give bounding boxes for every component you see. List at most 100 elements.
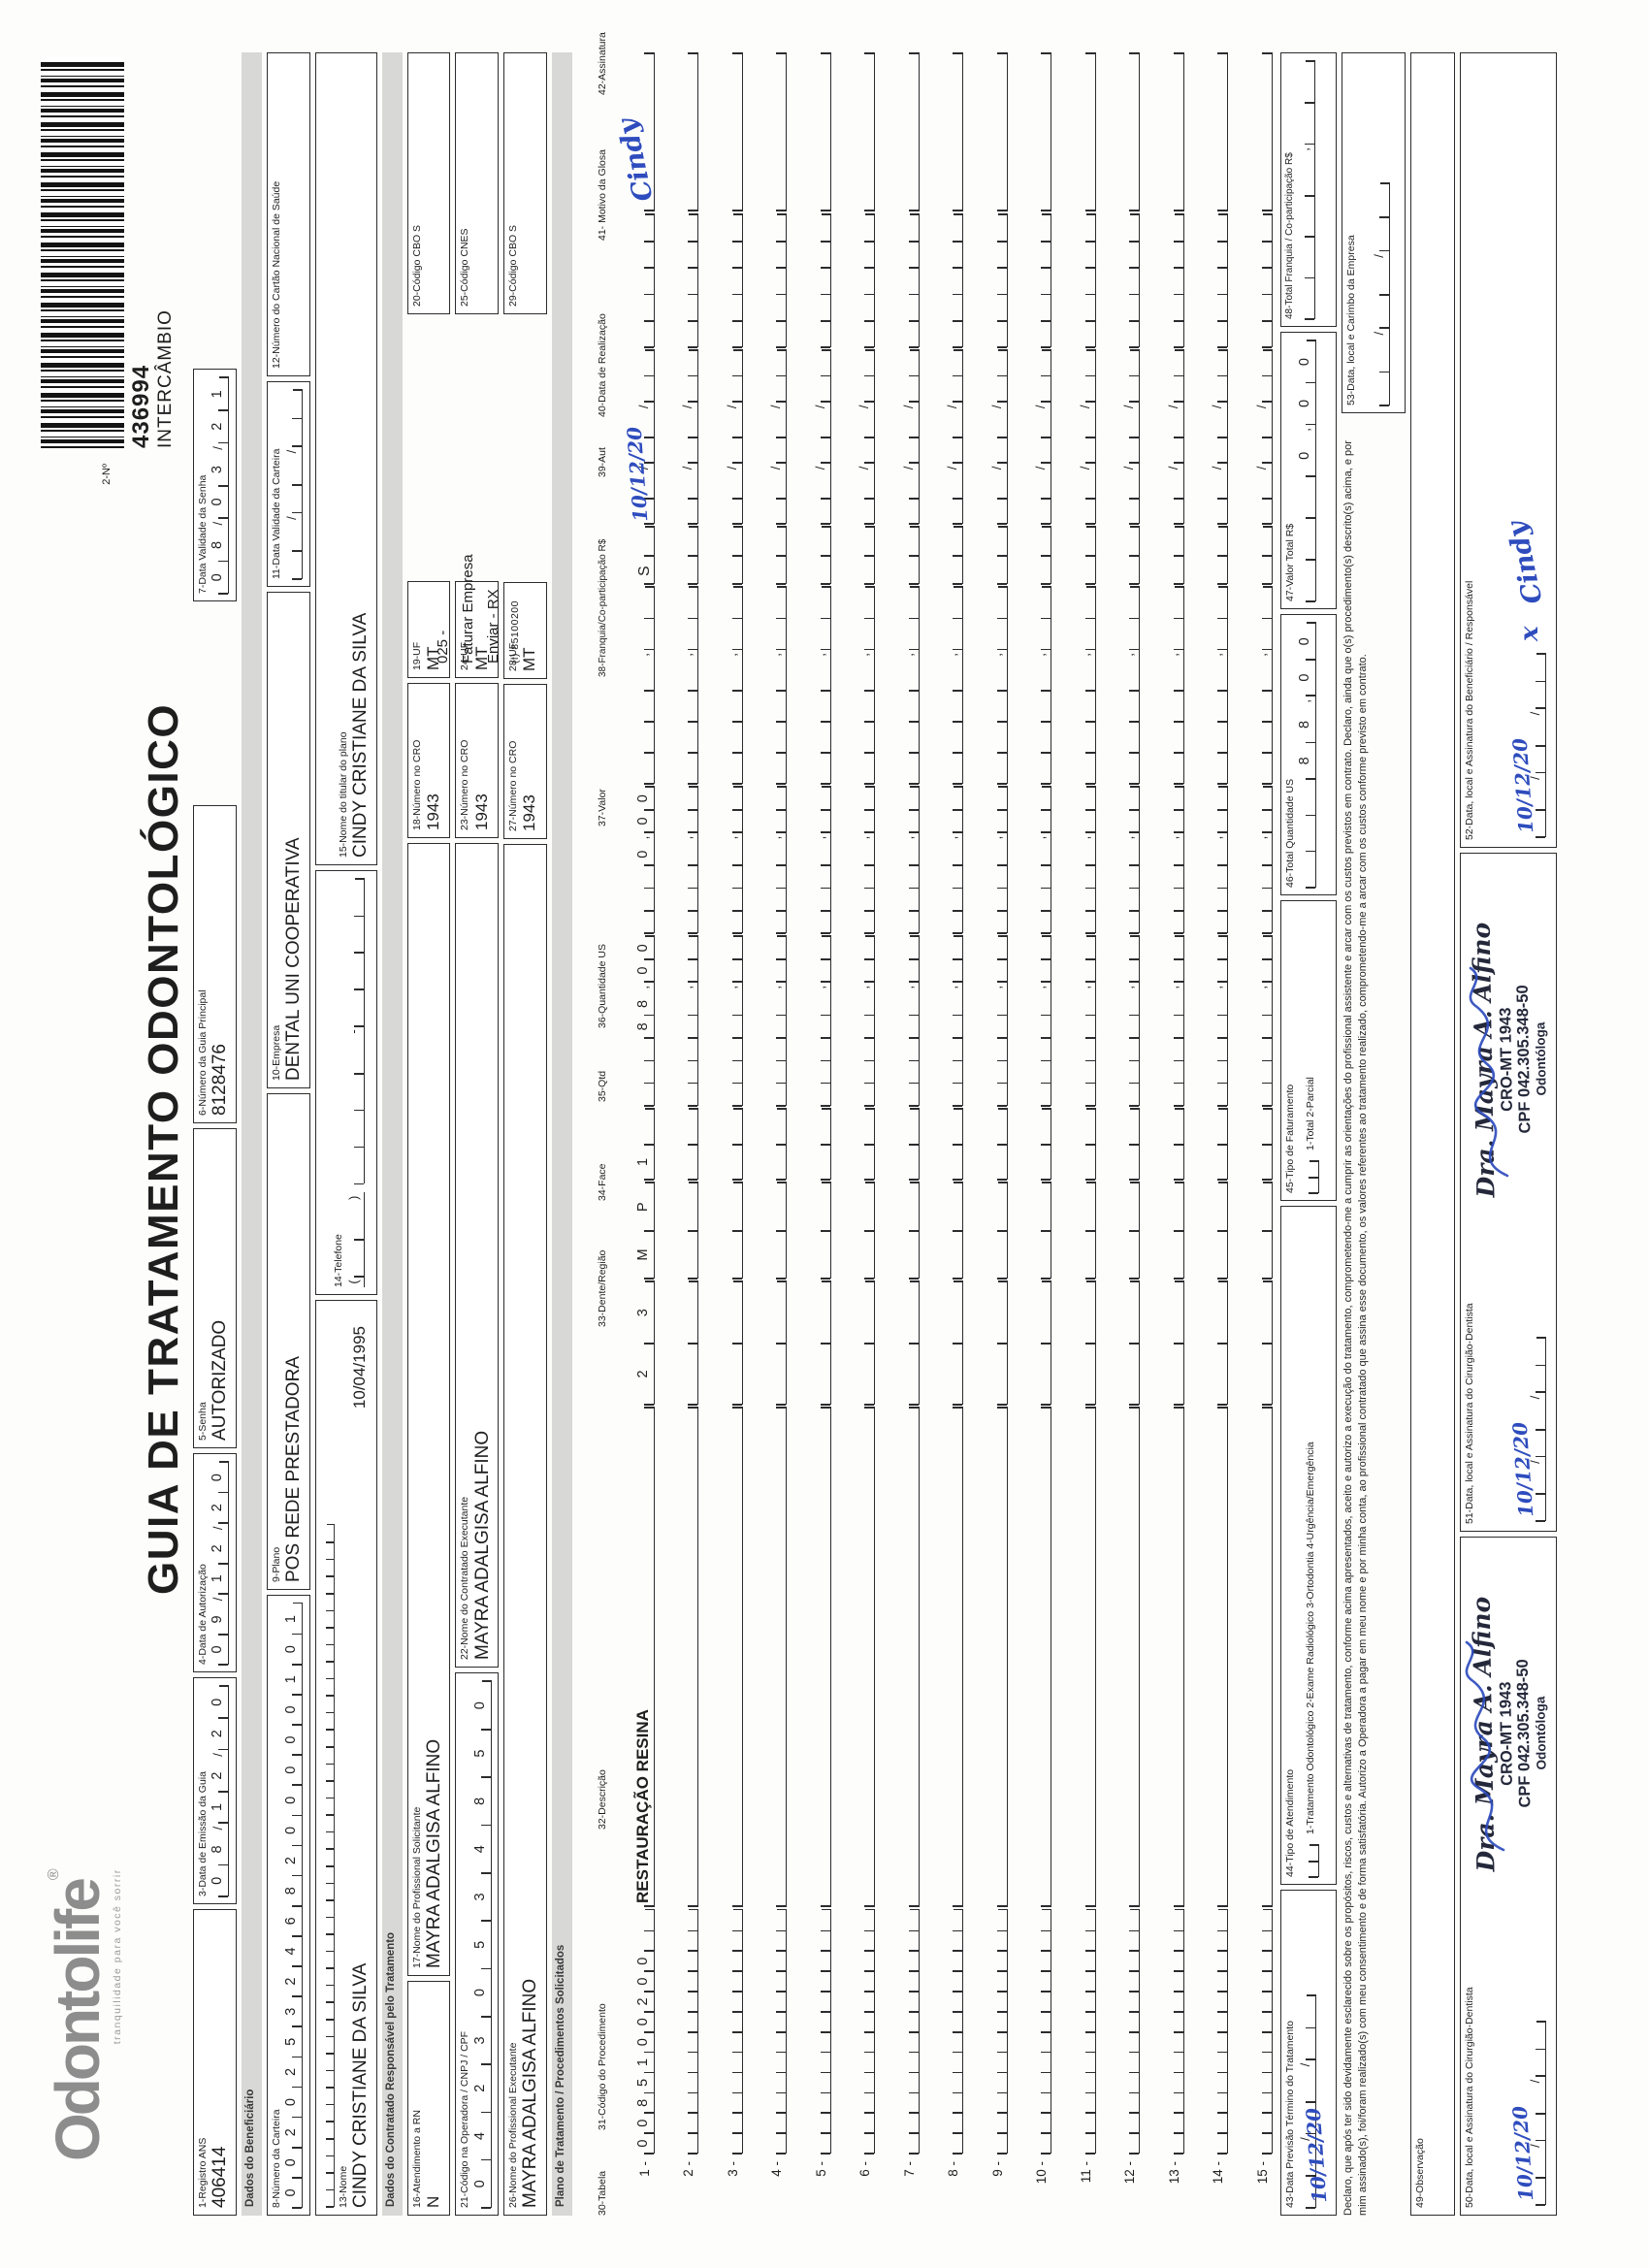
tooth-region-comb: [766, 1280, 788, 1405]
guide-type: INTERCÂMBIO: [155, 309, 176, 448]
annotation-enviar-rx: Enviar - RX: [485, 589, 502, 664]
field-value: MAYRA ADALGISA ALFINO: [520, 1978, 541, 2208]
field-label: 46-Total Quantidade US: [1283, 778, 1296, 888]
realization-date-comb: / /: [1251, 349, 1273, 524]
qty-comb: [943, 1108, 964, 1180]
field-cro-27: 27-Número no CRO 1943: [503, 684, 548, 839]
signature-line: [810, 52, 831, 211]
value-comb: ,: [678, 786, 699, 933]
glosa-comb: [1075, 213, 1096, 347]
face-comb: [943, 1182, 964, 1279]
header-fields-row: 1-Registro ANS 406414 3-Data de Emissão …: [193, 52, 237, 2216]
field-profissional-executante: 26-Nome do Profissional Executante MAYRA…: [503, 844, 548, 2216]
field-label: 20-Código CBO S: [410, 224, 423, 307]
realization-date-comb: / /: [1208, 349, 1229, 524]
field-value: 1943: [423, 794, 442, 830]
procedure-description-line: [986, 1407, 1008, 1907]
signature-line: [943, 52, 964, 211]
billing-annotation: 025 - Faturar Empresa Enviar - RX (l) 85…: [431, 373, 525, 664]
procedure-row-empty: 2 - , , , / /: [658, 52, 702, 2216]
field-cartao-nacional-saude: 12-Número do Cartão Nacional de Saúde: [266, 52, 310, 376]
registered-trademark-icon: ®: [46, 1868, 62, 1881]
procedure-description-line: [1075, 1407, 1096, 1907]
annotation-code: 025 -: [434, 630, 451, 664]
franchise-comb: ,: [855, 586, 876, 784]
aut-comb: [1208, 526, 1229, 584]
field-value-comb: ,: [1295, 60, 1316, 319]
col-header-dente: 33-Dente/Região: [597, 1249, 609, 1327]
us-qty-comb: ,: [1251, 935, 1273, 1106]
field-label: 4-Data de Autorização: [197, 1564, 209, 1665]
field-value: POS REDE PRESTADORA: [282, 1356, 304, 1582]
value-comb: ,: [855, 786, 876, 933]
us-qty-comb: ,: [1208, 935, 1229, 1106]
dentist-stamp: Dra. Mayra A. Alfino CRO-MT 1943 CPF 042…: [1467, 921, 1550, 1198]
col-header-codigo: 31-Código do Procedimento: [597, 2003, 609, 2130]
glosa-comb: [722, 213, 743, 347]
procedure-description-line: [678, 1407, 699, 1907]
qty-comb: 1: [633, 1108, 655, 1180]
realization-date-comb: / /: [855, 349, 876, 524]
field-label: 12-Número do Cartão Nacional de Saúde: [270, 180, 282, 369]
field-value: CINDY CRISTIANE DA SILVA: [349, 1962, 371, 2208]
franchise-comb: ,: [1031, 586, 1052, 784]
declaration-row: Declaro, que após ter sido devidamente e…: [1341, 52, 1406, 2216]
stamp-name: Dra. Mayra A. Alfino: [1467, 922, 1500, 1198]
field-assinatura-dentista-51: 51-Data, local e Assinatura do Cirurgião…: [1459, 853, 1557, 1532]
field-value: 1943: [471, 794, 491, 830]
procedure-row-empty: 12 - , , , / /: [1099, 52, 1144, 2216]
value-comb: ,: [766, 786, 788, 933]
procedure-row-empty: 9 - , , , / /: [966, 52, 1011, 2216]
aut-comb: [986, 526, 1008, 584]
col-header-qtd: 35-Qtd: [597, 1070, 609, 1102]
logo-wordmark: Odontolife: [43, 1880, 113, 2161]
table-header-row: 30-Tabela 31-Código do Procedimento 32-D…: [579, 32, 609, 2216]
field-cbo-29: 29-Código CBO S: [503, 52, 548, 314]
value-comb: ,: [898, 786, 920, 933]
field-value: MAYRA ADALGISA ALFINO: [423, 1738, 444, 1968]
procedure-row-empty: 7 - , , , / /: [878, 52, 922, 2216]
tooth-region-comb: [855, 1280, 876, 1405]
procedure-description-line: [855, 1407, 876, 1907]
aut-comb: [898, 526, 920, 584]
qty-comb: [1031, 1108, 1052, 1180]
franchise-comb: ,: [810, 586, 831, 784]
procedure-code-comb: [1208, 1909, 1229, 2154]
us-qty-comb: ,: [1119, 935, 1141, 1106]
procedure-row-empty: 8 - , , , / /: [922, 52, 967, 2216]
glosa-comb: [986, 213, 1008, 347]
procedure-code-comb: [1251, 1909, 1273, 2154]
glosa-comb: [1208, 213, 1229, 347]
field-value: CINDY CRISTIANE DA SILVA: [349, 612, 371, 858]
procedure-code-comb: [986, 1909, 1008, 2154]
face-comb: [810, 1182, 831, 1279]
procedure-code-comb: [898, 1909, 920, 2154]
realization-date-comb: / /: [1031, 349, 1052, 524]
realization-date-comb: / /: [766, 349, 788, 524]
procedure-code-comb: [855, 1909, 876, 2154]
us-qty-comb: ,: [1163, 935, 1184, 1106]
section-bar-plano: Plano de Tratamento / Procedimentos Soli…: [552, 52, 573, 2216]
procedure-row-empty: 15 - , , , / /: [1231, 52, 1276, 2216]
procedure-code-comb: [766, 1909, 788, 2154]
franchise-comb: ,: [943, 586, 964, 784]
aut-comb: [1075, 526, 1096, 584]
field-cnes-25: 25-Código CNES: [455, 52, 500, 314]
face-comb: [855, 1182, 876, 1279]
franchise-comb: ,: [766, 586, 788, 784]
tooth-region-comb: [1119, 1280, 1141, 1405]
field-label: 27-Número no CRO: [507, 740, 520, 831]
row-number: 1 -: [636, 2161, 652, 2177]
qty-comb: [1208, 1108, 1229, 1180]
glosa-comb: [1031, 213, 1052, 347]
qty-comb: [678, 1108, 699, 1180]
logo-tagline: tranquilidade para você sorrir: [112, 1868, 123, 2045]
procedure-code-comb: [722, 1909, 743, 2154]
row-number: 8 -: [946, 2161, 961, 2177]
tooth-region-comb: [810, 1280, 831, 1405]
